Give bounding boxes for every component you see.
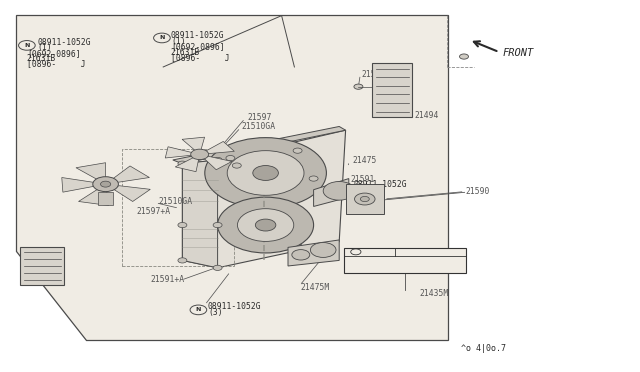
Polygon shape [16,15,448,340]
Bar [20,247,64,285]
Polygon shape [62,177,95,192]
Circle shape [255,219,276,231]
Circle shape [310,243,336,257]
Circle shape [309,176,318,181]
Text: 21494: 21494 [414,111,438,120]
Text: 21597+A: 21597+A [136,207,170,216]
Circle shape [178,222,187,228]
Bar [372,63,412,117]
Text: 21631B: 21631B [27,54,56,63]
Text: 08911-1052G: 08911-1052G [37,38,91,47]
Polygon shape [113,166,149,183]
Text: 21510GA: 21510GA [158,198,192,206]
Text: engine is not running.: engine is not running. [348,265,401,270]
Text: [0692-0896]: [0692-0896] [27,49,81,58]
Text: WARNING AVERTISE: WARNING AVERTISE [401,249,462,254]
Text: [0896-     J: [0896- J [27,60,85,68]
Circle shape [232,163,241,168]
Polygon shape [205,141,234,154]
Bar [122,149,234,266]
Text: CAUTION: CAUTION [367,249,396,254]
Circle shape [213,157,222,163]
Text: N: N [196,307,201,312]
Text: 21435M: 21435M [419,289,449,298]
Circle shape [191,149,209,160]
Circle shape [205,138,326,208]
Text: (1): (1) [37,44,52,52]
Text: 21475M: 21475M [301,283,330,292]
Circle shape [360,196,369,202]
Text: 21631B: 21631B [171,48,200,57]
Text: N: N [341,185,346,190]
Text: 21591: 21591 [351,175,375,184]
Polygon shape [76,163,106,179]
Circle shape [293,148,302,153]
Circle shape [93,177,118,192]
Text: (3): (3) [354,186,369,195]
Circle shape [292,250,310,260]
Text: 08911-1052G: 08911-1052G [354,180,408,189]
Text: Do not touch radiator fan while engine is: Do not touch radiator fan while engine i… [348,254,448,260]
Polygon shape [288,240,339,266]
Text: 21590: 21590 [466,187,490,196]
Circle shape [460,54,468,59]
Circle shape [323,182,355,200]
Polygon shape [182,160,218,268]
Polygon shape [314,179,349,206]
Text: [0896-     J: [0896- J [171,53,229,62]
Circle shape [213,265,222,270]
Text: 21475: 21475 [352,156,376,165]
Text: 21597: 21597 [248,113,272,122]
Circle shape [355,193,375,205]
Text: 21510G: 21510G [362,70,391,79]
Text: running. Radiator fan can start even when: running. Radiator fan can start even whe… [348,260,452,265]
Polygon shape [173,126,346,164]
Circle shape [237,209,294,241]
Circle shape [227,151,304,195]
Polygon shape [79,189,109,205]
Bar [98,192,113,205]
Text: 21591+A: 21591+A [150,275,184,284]
Text: ^o 4|0o.7: ^o 4|0o.7 [461,344,506,353]
Polygon shape [165,147,192,158]
Circle shape [354,84,363,89]
Circle shape [178,258,187,263]
Text: 21510GA: 21510GA [242,122,276,131]
Text: N: N [159,35,164,41]
Circle shape [178,161,187,166]
Polygon shape [182,130,346,268]
Circle shape [213,222,222,228]
Text: [0692-0896]: [0692-0896] [171,42,225,51]
Polygon shape [113,186,150,202]
Polygon shape [204,156,232,170]
Bar [344,248,466,273]
Circle shape [226,155,235,161]
Polygon shape [182,137,205,151]
Text: N: N [24,43,29,48]
Text: 08911-1052G: 08911-1052G [208,302,262,311]
Circle shape [253,166,278,180]
Text: 21494+A: 21494+A [24,279,58,288]
Text: 08911-1052G: 08911-1052G [171,31,225,40]
Text: FRONT: FRONT [502,48,534,58]
Polygon shape [175,157,199,171]
Text: 21488T: 21488T [273,244,303,253]
Text: (1): (1) [171,37,186,46]
Circle shape [218,197,314,253]
Text: (3): (3) [208,308,223,317]
Circle shape [100,181,111,187]
Polygon shape [346,184,384,214]
